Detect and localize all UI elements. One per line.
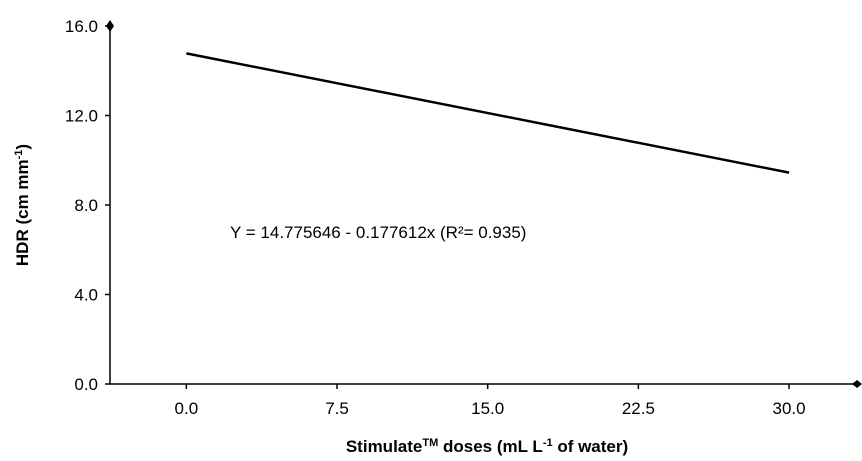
x-tick-label: 22.5 [622,399,655,418]
label-part: of water) [553,437,629,456]
y-axis-title: HDR (cm mm-1) [13,144,32,266]
superscript: TM [422,437,438,449]
label-part: ) [13,144,32,150]
label-part: HDR (cm mm [13,159,32,266]
y-tick-label: 4.0 [74,286,98,305]
y-tick-label: 12.0 [65,107,98,126]
equation: Y = 14.775646 - 0.177612x (R²= 0.935) [230,223,526,242]
line [186,52,790,174]
x-tick-label: 15.0 [471,399,504,418]
superscript: -1 [543,437,553,449]
x-axis-title: StimulateTM doses (mL L-1 of water) [346,437,628,456]
superscript: -1 [13,150,25,160]
label-part: doses (mL L [438,437,543,456]
label-part: Stimulate [346,437,423,456]
x-tick-label: 7.5 [325,399,349,418]
y-tick-label: 16.0 [65,17,98,36]
x-tick-label: 0.0 [175,399,199,418]
y-tick-label: 0.0 [74,375,98,394]
x-tick-label: 30.0 [772,399,805,418]
y-tick-label: 8.0 [74,196,98,215]
axis-arrow [852,380,862,388]
